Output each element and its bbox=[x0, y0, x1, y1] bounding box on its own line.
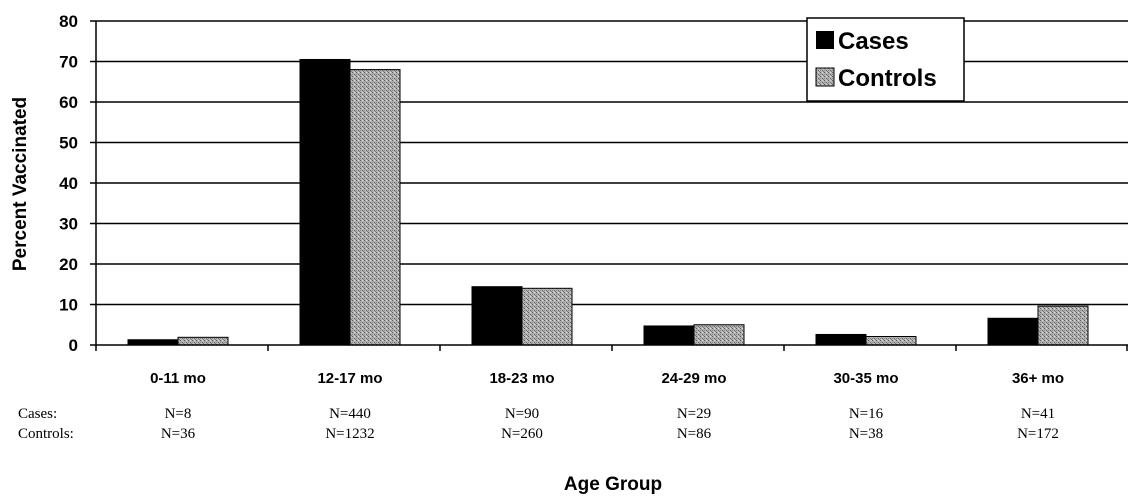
bar-controls-4 bbox=[865, 335, 917, 346]
legend: Cases Controls bbox=[806, 17, 965, 102]
bar-cases-5 bbox=[987, 317, 1039, 346]
controls-n-label: N=260 bbox=[501, 426, 543, 442]
bar-controls-0 bbox=[177, 336, 229, 346]
cases-row-label: Cases: bbox=[18, 406, 57, 422]
x-category-label: 24-29 mo bbox=[661, 370, 726, 387]
controls-n-label: N=86 bbox=[677, 426, 712, 442]
gridlines bbox=[96, 20, 1128, 306]
bar-cases-3 bbox=[643, 325, 695, 346]
y-tick-label: 0 bbox=[69, 336, 78, 355]
legend-swatch-controls bbox=[815, 67, 835, 87]
controls-n-label: N=172 bbox=[1017, 426, 1059, 442]
bar-cases-4 bbox=[815, 333, 867, 346]
bar-cases-0 bbox=[127, 339, 179, 346]
x-category-label: 36+ mo bbox=[1012, 370, 1064, 387]
y-tick-label: 80 bbox=[59, 12, 78, 31]
y-tick-label: 50 bbox=[59, 134, 78, 153]
x-category-label: 0-11 mo bbox=[150, 370, 206, 387]
controls-n-label: N=38 bbox=[849, 426, 883, 442]
bars bbox=[127, 58, 1089, 346]
y-axis-title: Percent Vaccinated bbox=[10, 97, 31, 271]
y-tick-label: 70 bbox=[59, 53, 78, 72]
cases-n-label: N=16 bbox=[849, 406, 884, 422]
axes bbox=[90, 20, 1128, 351]
x-axis-title: Age Group bbox=[564, 474, 662, 495]
y-tick-label: 30 bbox=[59, 215, 78, 234]
bar-cases-1 bbox=[299, 58, 351, 346]
bar-cases-2 bbox=[471, 286, 523, 346]
legend-label-controls: Controls bbox=[838, 65, 937, 92]
controls-row-label: Controls: bbox=[18, 426, 74, 442]
cases-n-label: N=90 bbox=[505, 406, 539, 422]
x-category-label: 30-35 mo bbox=[833, 370, 898, 387]
y-tick-label: 60 bbox=[59, 93, 78, 112]
y-tick-label: 40 bbox=[59, 174, 78, 193]
cases-n-label: N=8 bbox=[165, 406, 192, 422]
sample-size-labels: N=8 N=36 N=440 N=1232 N=90 N=260 N=29 N=86 N=16 N… bbox=[18, 406, 1059, 442]
x-category-label: 18-23 mo bbox=[489, 370, 554, 387]
x-category-labels: 0-11 mo 12-17 mo 18-23 mo 24-29 mo 30-35 mo 3… bbox=[150, 370, 1064, 387]
legend-swatch-cases bbox=[816, 31, 834, 49]
y-tick-label: 10 bbox=[59, 296, 78, 315]
bar-controls-5 bbox=[1037, 305, 1089, 346]
x-category-label: 12-17 mo bbox=[317, 370, 382, 387]
bar-controls-3 bbox=[693, 324, 745, 346]
bar-controls-2 bbox=[521, 287, 573, 346]
cases-n-label: N=440 bbox=[329, 406, 371, 422]
legend-label-cases: Cases bbox=[838, 28, 909, 55]
y-tick-label: 20 bbox=[59, 255, 78, 274]
cases-n-label: N=29 bbox=[677, 406, 711, 422]
bar-controls-1 bbox=[349, 69, 401, 346]
y-tick-labels: 0 10 20 30 40 50 60 70 80 bbox=[59, 12, 78, 355]
controls-n-label: N=36 bbox=[161, 426, 196, 442]
cases-n-label: N=41 bbox=[1021, 406, 1055, 422]
controls-n-label: N=1232 bbox=[325, 426, 374, 442]
